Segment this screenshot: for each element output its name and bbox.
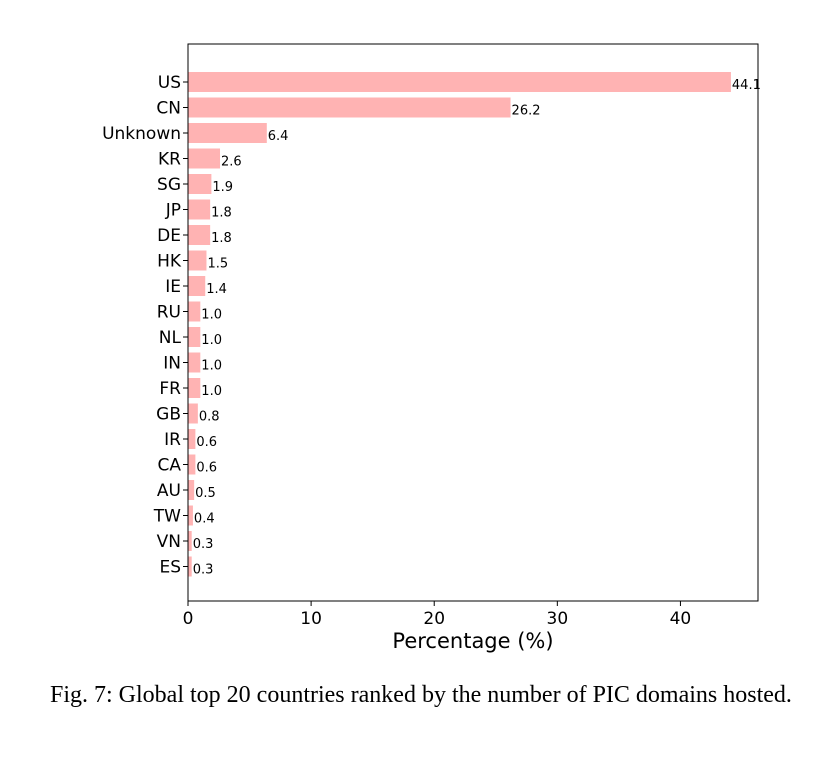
bar-nl: [188, 327, 201, 347]
y-tick-label: SG: [157, 175, 181, 195]
y-tick-label: VN: [157, 532, 181, 552]
bar-vn: [188, 531, 192, 551]
data-label: 0.3: [193, 563, 214, 578]
data-label: 0.8: [199, 410, 220, 425]
y-tick-label: RU: [157, 303, 181, 323]
data-label: 1.8: [211, 231, 232, 246]
data-label: 1.4: [206, 282, 227, 297]
y-tick-label: AU: [157, 481, 181, 501]
x-tick-label: 10: [300, 609, 322, 629]
x-tick-label: 40: [670, 609, 692, 629]
data-label: 2.6: [221, 155, 242, 170]
bar-us: [188, 72, 731, 92]
bar-tw: [188, 505, 193, 526]
x-axis-title: Percentage (%): [392, 629, 553, 653]
bar-in: [188, 352, 201, 373]
data-label: 1.9: [212, 180, 233, 195]
y-tick-label: ES: [159, 558, 181, 578]
y-tick-label: KR: [158, 150, 181, 170]
bar-ru: [188, 301, 201, 322]
category-labels: US CN Unknown KR SG JP DE HK IE RU NL IN FR GB IR CA AU T…: [102, 73, 188, 578]
y-tick-label: US: [158, 73, 181, 93]
plot-frame: [187, 43, 759, 602]
bar-cn: [188, 97, 511, 118]
data-label: 6.4: [268, 129, 289, 144]
data-labels: 44.1 26.2 6.4 2.6 1.9 1.8 1.8 1.5 1.4 1.0 1.0 1.0 1.…: [193, 78, 761, 578]
bar-fr: [188, 378, 201, 398]
y-tick-label: NL: [159, 328, 182, 348]
data-label: 1.0: [201, 333, 222, 348]
bar-gb: [188, 403, 198, 424]
y-tick-label: IR: [164, 430, 181, 450]
x-tick-label: 20: [423, 609, 445, 629]
y-tick-label: GB: [156, 405, 181, 425]
data-label: 1.5: [207, 257, 228, 272]
bar-de: [188, 225, 211, 245]
figure-caption: Fig. 7: Global top 20 countries ranked b…: [50, 682, 792, 708]
bar-ie: [188, 276, 206, 296]
y-tick-label: JP: [165, 201, 181, 221]
y-tick-label: DE: [157, 226, 181, 246]
data-label: 0.4: [194, 512, 215, 527]
bar-hk: [188, 250, 207, 271]
bar-ir: [188, 429, 196, 449]
bars-layer: [188, 72, 731, 577]
data-label: 44.1: [732, 78, 761, 93]
bar-au: [188, 480, 195, 500]
data-label: 0.6: [196, 435, 217, 450]
x-axis-ticks: 0 10 20 30 40: [183, 601, 692, 629]
bar-unknown: [188, 123, 267, 143]
bar-es: [188, 556, 192, 577]
y-tick-label: CA: [158, 456, 182, 476]
y-tick-label: HK: [157, 252, 182, 272]
data-label: 26.2: [512, 104, 541, 119]
data-label: 0.3: [193, 537, 214, 552]
x-tick-label: 0: [183, 609, 194, 629]
data-label: 1.0: [201, 308, 222, 323]
bar-ca: [188, 454, 196, 475]
data-label: 1.0: [201, 359, 222, 374]
data-label: 1.0: [201, 384, 222, 399]
y-tick-label: Unknown: [102, 124, 181, 144]
x-tick-label: 30: [547, 609, 569, 629]
bar-sg: [188, 174, 212, 194]
y-tick-label: IE: [165, 277, 181, 297]
data-label: 1.8: [211, 206, 232, 221]
data-label: 0.6: [196, 461, 217, 476]
y-tick-label: FR: [159, 379, 181, 399]
y-tick-label: IN: [163, 354, 181, 374]
data-label: 0.5: [195, 486, 216, 501]
y-tick-label: TW: [153, 507, 181, 527]
bar-jp: [188, 199, 211, 220]
bar-kr: [188, 148, 221, 169]
y-tick-label: CN: [156, 99, 181, 119]
bar-chart: US CN Unknown KR SG JP DE HK IE RU NL IN FR GB IR CA AU T…: [102, 43, 761, 653]
